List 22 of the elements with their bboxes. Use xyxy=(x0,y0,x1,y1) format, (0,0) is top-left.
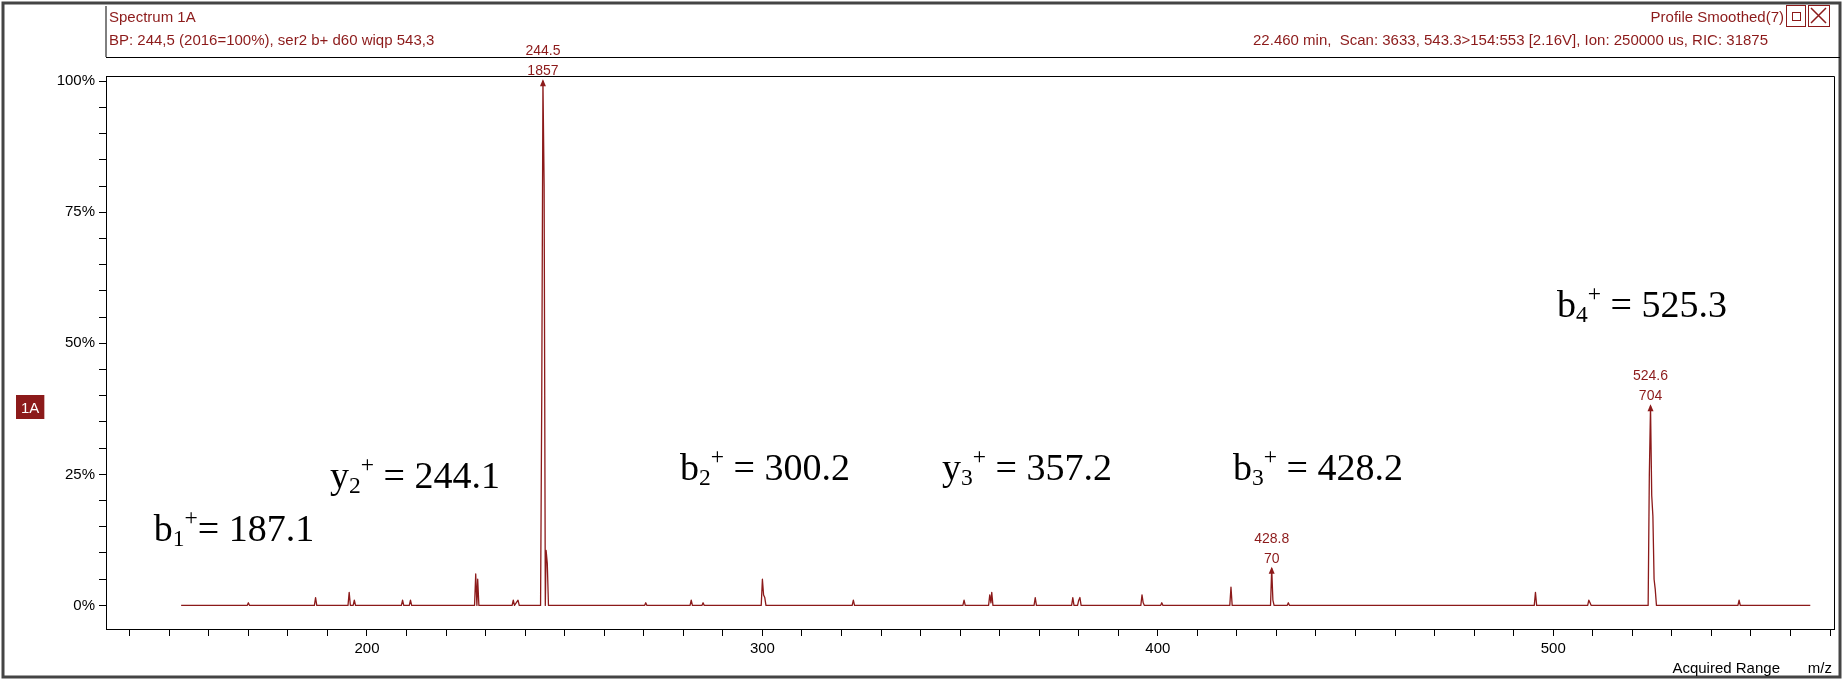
annotation: 524.6 704 xyxy=(1633,367,1669,404)
chart-title: Spectrum 1A xyxy=(109,8,196,25)
point xyxy=(539,79,546,87)
y-tick-label: 0% xyxy=(73,595,95,613)
annotation: 244.5 1857 xyxy=(525,42,561,79)
x-tick-label: 200 xyxy=(354,639,380,657)
text: 1A xyxy=(21,399,40,416)
text: 22.460 min, Scan: 3633, 543.3>154:553 [2.16V], Ion: 250000 us, RIC: 31875 xyxy=(1253,31,1768,48)
chart-subtitle: BP: 244,5 (2016=100%), ser2 b+ d60 wiqp 543,3 xyxy=(109,31,435,48)
x-tick-label: 500 xyxy=(1540,639,1566,657)
text: Acquired Range xyxy=(1672,659,1780,676)
x-tick-label: 300 xyxy=(749,639,775,657)
annotation: 428.8 70 xyxy=(1254,529,1290,566)
x-tick-label: 400 xyxy=(1145,639,1171,657)
point xyxy=(1268,566,1275,574)
y-tick-label: 75% xyxy=(64,202,95,220)
x-axis-title: m/z xyxy=(1807,659,1832,676)
y-tick-label: 100% xyxy=(56,71,95,89)
point xyxy=(1647,404,1654,412)
text: Profile Smoothed(7) xyxy=(1650,8,1784,25)
y-tick-label: 25% xyxy=(64,464,95,482)
y-tick-label: 50% xyxy=(64,333,95,351)
